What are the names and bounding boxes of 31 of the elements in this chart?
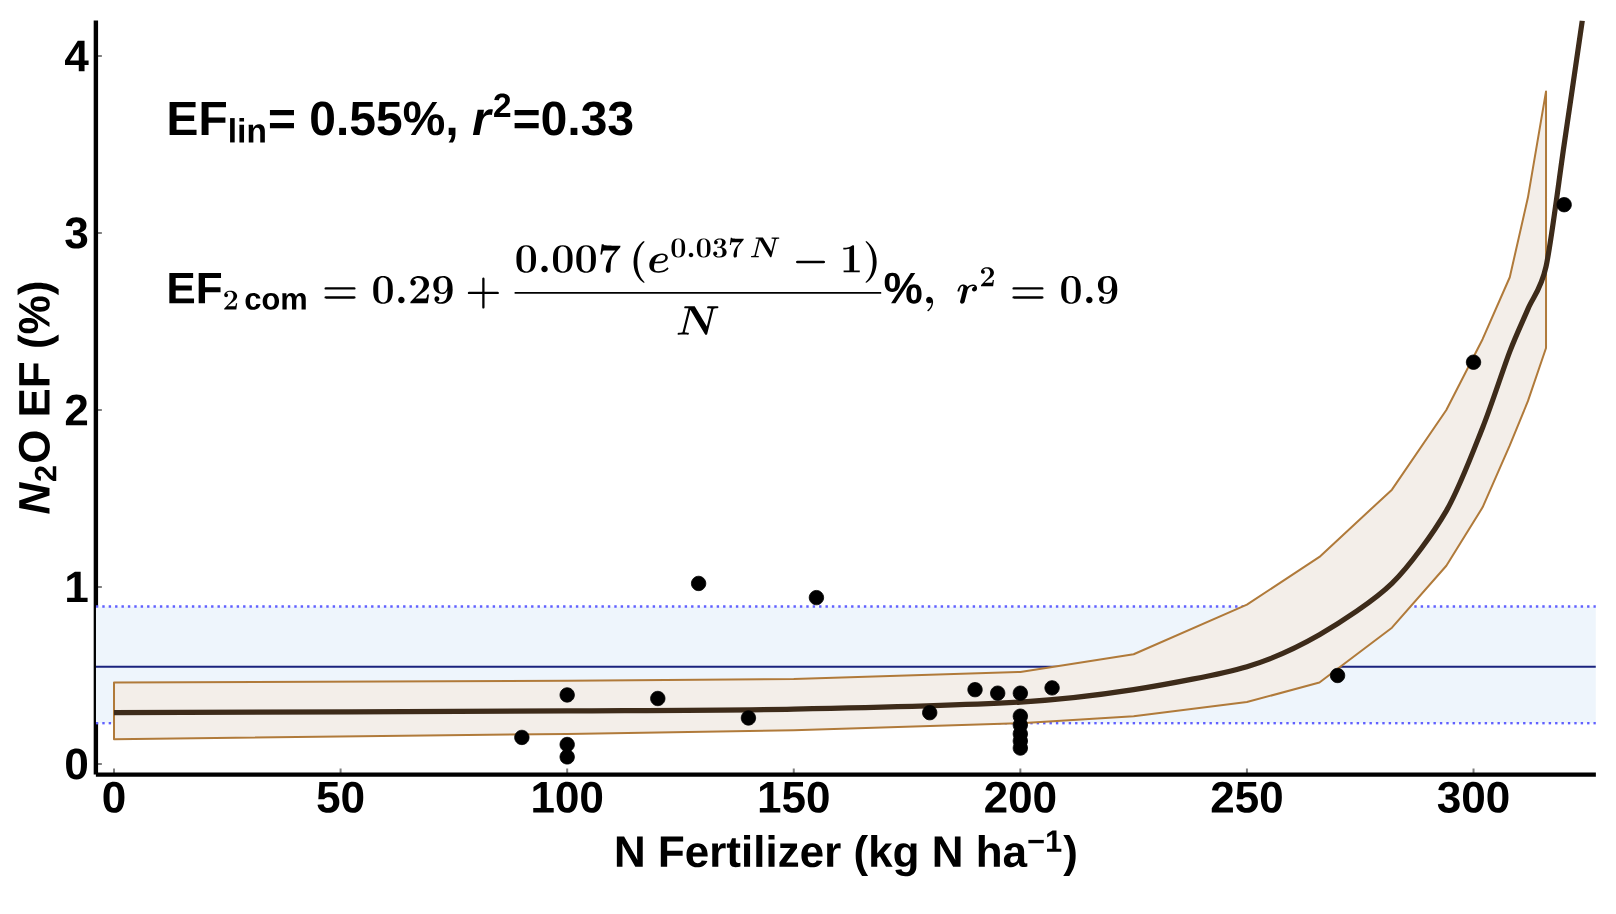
point <box>1012 685 1028 701</box>
x-tick-label: 0 <box>103 781 125 813</box>
y-tick-label: 1 <box>67 571 88 603</box>
x-tick-label: 100 <box>533 781 603 813</box>
annotation: $\mathrm{EF}_{2\,\mathrm{com}}=0.29+\frac{0.007\,(e^{0.037\,N}-1)}{N}\%,\ r^{2}=0.9$ <box>169 237 1118 335</box>
point <box>967 682 983 698</box>
point <box>650 690 666 707</box>
point <box>740 710 757 726</box>
point <box>1329 667 1346 684</box>
point <box>1044 680 1060 696</box>
x-tick-label: 150 <box>759 781 829 813</box>
x-tick-label: 200 <box>985 781 1056 813</box>
x-tick-label: 250 <box>1211 781 1282 813</box>
annotation: EF$_{lin}$= 0.55%, r$^{2}$=0.33 <box>169 93 633 143</box>
y-tick-label: 0 <box>66 748 88 780</box>
point <box>990 685 1006 701</box>
point <box>691 575 707 592</box>
point <box>514 729 530 746</box>
x-tick-label: 50 <box>317 781 364 813</box>
y-tick-label: 4 <box>65 40 89 72</box>
y-tick-label: 2 <box>65 394 88 426</box>
y-axis-title: N$_{2}$O EF (%) <box>17 282 59 514</box>
y-tick-label: 3 <box>65 217 88 249</box>
point <box>559 687 575 703</box>
x-axis-title: N Fertilizer (kg N ha$^{−1}$) <box>616 830 1076 877</box>
point <box>559 749 575 765</box>
point <box>808 590 825 606</box>
point <box>1556 197 1572 213</box>
point <box>1465 354 1482 370</box>
point <box>922 705 938 721</box>
x-tick-label: 300 <box>1437 781 1509 813</box>
